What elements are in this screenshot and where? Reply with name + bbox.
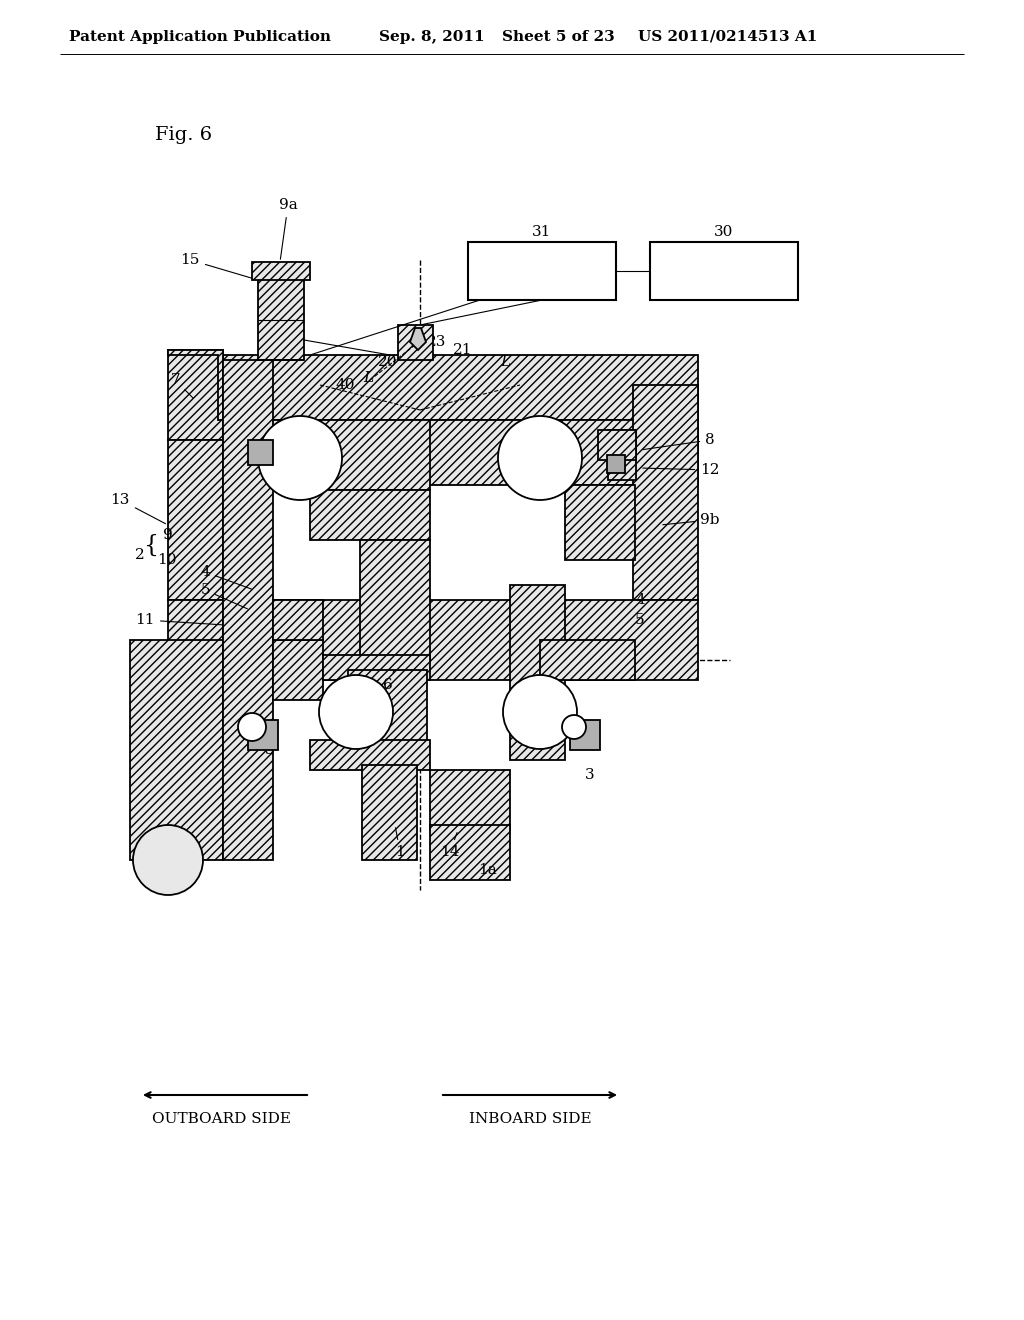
Text: 13: 13 [111, 492, 166, 524]
Text: 23: 23 [427, 335, 446, 348]
Text: 20: 20 [378, 355, 397, 370]
Bar [633, 385, 698, 601]
Circle shape [133, 825, 203, 895]
Text: 14: 14 [440, 833, 460, 859]
Text: 30: 30 [715, 224, 733, 239]
Circle shape [498, 416, 582, 500]
Bar [598, 430, 636, 459]
Bar [168, 350, 223, 440]
Bar [168, 440, 223, 601]
Text: 8: 8 [643, 433, 715, 450]
Text: INBOARD SIDE: INBOARD SIDE [469, 1111, 591, 1126]
Text: 15: 15 [180, 253, 255, 280]
Text: 40: 40 [335, 378, 354, 392]
Bar [608, 430, 636, 480]
Text: L: L [362, 371, 373, 385]
Bar [273, 640, 323, 700]
Text: 4: 4 [635, 593, 645, 607]
Text: 31: 31 [532, 224, 552, 239]
Bar [650, 242, 798, 300]
Text: Sheet 5 of 23: Sheet 5 of 23 [502, 30, 614, 44]
Text: 1: 1 [395, 828, 404, 859]
Bar [540, 640, 635, 680]
Text: 7: 7 [170, 374, 194, 399]
Text: 12: 12 [643, 463, 720, 477]
Bar [223, 360, 273, 861]
Text: 9: 9 [163, 528, 173, 543]
Circle shape [319, 675, 393, 748]
Bar [273, 601, 323, 640]
Bar [323, 655, 430, 680]
Bar [607, 455, 625, 473]
Bar [168, 601, 223, 680]
Text: L: L [500, 355, 510, 370]
Bar [468, 242, 616, 300]
Text: 6: 6 [383, 671, 394, 692]
Bar [348, 671, 427, 750]
Circle shape [562, 715, 586, 739]
Circle shape [238, 713, 266, 741]
Bar [218, 355, 698, 420]
Text: Sep. 8, 2011: Sep. 8, 2011 [379, 30, 484, 44]
Bar [218, 601, 698, 680]
Text: 5: 5 [201, 583, 248, 609]
Text: 21: 21 [454, 343, 473, 356]
Polygon shape [168, 350, 223, 420]
Text: CORRECTING
SECTION: CORRECTING SECTION [492, 256, 593, 286]
Text: Patent Application Publication: Patent Application Publication [69, 30, 331, 44]
Bar [430, 825, 510, 880]
Text: 1a: 1a [478, 863, 498, 876]
Text: 3: 3 [585, 768, 595, 781]
Bar [130, 640, 223, 861]
Bar [310, 490, 430, 540]
Bar [248, 440, 273, 465]
Bar [258, 275, 304, 360]
Bar [430, 770, 510, 830]
Text: 3: 3 [265, 743, 274, 756]
Text: Fig. 6: Fig. 6 [155, 125, 212, 144]
Text: {: { [143, 533, 159, 557]
Text: 9a: 9a [279, 198, 297, 259]
Text: 9b: 9b [663, 513, 720, 527]
Text: 2: 2 [135, 548, 144, 562]
Bar [252, 261, 310, 280]
Bar [218, 420, 253, 484]
Circle shape [503, 675, 577, 748]
Bar [510, 585, 565, 700]
Text: US 2011/0214513 A1: US 2011/0214513 A1 [638, 30, 818, 44]
Bar [360, 540, 430, 660]
Bar [310, 420, 430, 490]
Bar [218, 420, 698, 484]
Bar [510, 696, 565, 760]
Bar [398, 325, 433, 360]
Bar [570, 719, 600, 750]
Text: 10: 10 [158, 553, 177, 568]
Text: 5: 5 [635, 612, 645, 627]
Text: 4: 4 [201, 565, 252, 589]
Text: OUTBOARD SIDE: OUTBOARD SIDE [153, 1111, 292, 1126]
Polygon shape [410, 327, 426, 350]
Circle shape [258, 416, 342, 500]
Bar [310, 741, 430, 770]
Text: 11: 11 [135, 612, 222, 627]
Bar [248, 719, 278, 750]
Bar [362, 766, 417, 861]
Bar [218, 601, 253, 680]
Bar [565, 484, 635, 560]
Text: ESTIMATING
SECTION: ESTIMATING SECTION [676, 256, 772, 286]
